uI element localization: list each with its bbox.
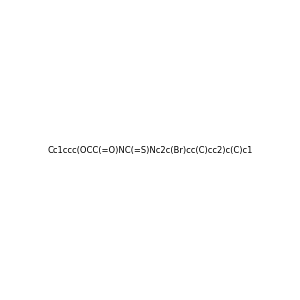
- Text: Cc1ccc(OCC(=O)NC(=S)Nc2c(Br)cc(C)cc2)c(C)c1: Cc1ccc(OCC(=O)NC(=S)Nc2c(Br)cc(C)cc2)c(C…: [47, 146, 253, 154]
